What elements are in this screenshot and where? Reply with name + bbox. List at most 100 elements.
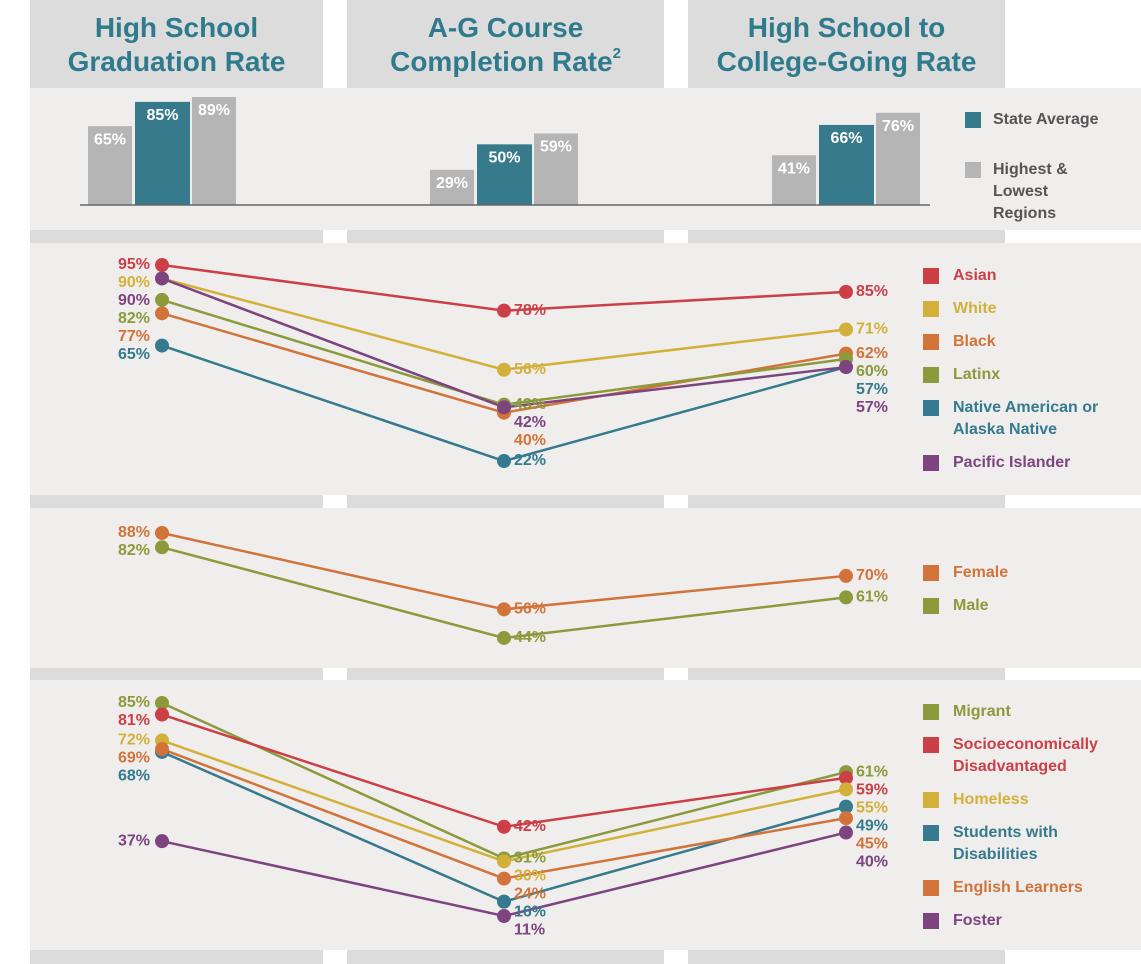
legend-label: White xyxy=(953,300,997,317)
data-point xyxy=(497,871,511,886)
data-point xyxy=(839,568,853,583)
legend-label: Latinx xyxy=(953,366,1000,383)
legend-label: Black xyxy=(953,333,996,350)
bar-label: 59% xyxy=(540,139,572,156)
data-label: 37% xyxy=(118,832,150,849)
data-label: 61% xyxy=(856,763,888,780)
legend-label: Male xyxy=(953,597,989,614)
legend-label: Asian xyxy=(953,267,997,284)
data-label: 42% xyxy=(514,414,546,431)
data-label: 45% xyxy=(856,835,888,852)
text-line: Highest & xyxy=(993,161,1068,178)
data-point xyxy=(497,303,511,318)
data-label: 71% xyxy=(856,321,888,338)
data-label: 88% xyxy=(118,524,150,541)
text-line: Male xyxy=(953,597,989,614)
legend-label: Migrant xyxy=(953,703,1011,720)
data-point xyxy=(497,400,511,415)
data-label: 78% xyxy=(514,302,546,319)
bar-label: 50% xyxy=(488,150,520,167)
data-label: 11% xyxy=(514,922,545,939)
legend-swatch xyxy=(923,913,939,929)
text-line: Foster xyxy=(953,912,1002,929)
data-point xyxy=(839,770,853,785)
data-label: 85% xyxy=(118,694,150,711)
text-line: Lowest xyxy=(993,183,1049,200)
data-label: 90% xyxy=(118,292,150,309)
bar xyxy=(534,133,578,205)
data-label: 72% xyxy=(118,732,150,749)
legend-label: Native American or Alaska Native xyxy=(953,399,1098,438)
column-title: A-G Course xyxy=(428,12,584,43)
bar-label: 41% xyxy=(778,160,810,177)
data-label: 42% xyxy=(514,818,546,835)
text-line: Students with xyxy=(953,824,1058,841)
data-point xyxy=(155,695,169,710)
text-line: Native American or xyxy=(953,399,1098,416)
text-line: English Learners xyxy=(953,879,1083,896)
legend-swatch xyxy=(923,400,939,416)
legend-swatch xyxy=(923,334,939,350)
legend-label: Female xyxy=(953,564,1008,581)
text-line: Pacific Islander xyxy=(953,454,1070,471)
column-title: High School to xyxy=(748,12,946,43)
bar xyxy=(876,112,920,205)
data-label: 70% xyxy=(856,567,888,584)
data-point xyxy=(839,284,853,299)
data-point xyxy=(155,707,169,722)
data-label: 40% xyxy=(856,853,888,870)
data-label: 69% xyxy=(118,750,150,767)
text-line: State Average xyxy=(993,111,1099,128)
legend-swatch xyxy=(965,112,981,128)
data-point xyxy=(497,362,511,377)
data-label: 55% xyxy=(856,799,888,816)
data-point xyxy=(839,825,853,840)
data-label: 68% xyxy=(118,768,150,785)
text-line: Regions xyxy=(993,205,1056,222)
legend-swatch xyxy=(923,455,939,471)
data-point xyxy=(155,258,169,273)
text-line: Black xyxy=(953,333,996,350)
data-label: 77% xyxy=(118,328,150,345)
data-label: 49% xyxy=(856,817,888,834)
data-label: 82% xyxy=(118,310,150,327)
data-label: 56% xyxy=(514,361,546,378)
data-point xyxy=(839,811,853,826)
column-title-line: Graduation Rate xyxy=(68,46,286,77)
column-title-line: College-Going Rate xyxy=(717,46,977,77)
data-point xyxy=(839,782,853,797)
legend-swatch xyxy=(923,737,939,753)
data-label: 90% xyxy=(118,274,150,291)
bar xyxy=(772,155,816,205)
legend-swatch xyxy=(923,367,939,383)
data-label: 59% xyxy=(856,781,888,798)
data-label: 44% xyxy=(514,629,546,646)
text-line: White xyxy=(953,300,997,317)
legend-swatch xyxy=(965,162,981,178)
legend-swatch xyxy=(923,301,939,317)
text-line: Female xyxy=(953,564,1008,581)
legend-swatch xyxy=(923,598,939,614)
column-title-line: Completion Rate xyxy=(390,46,612,77)
data-point xyxy=(839,799,853,814)
text-line: Disadvantaged xyxy=(953,758,1067,775)
bar xyxy=(88,126,132,205)
data-point xyxy=(497,630,511,645)
data-point xyxy=(155,306,169,321)
data-point xyxy=(155,338,169,353)
data-label: 57% xyxy=(856,381,888,398)
legend-swatch xyxy=(923,792,939,808)
text-line: Disabilities xyxy=(953,846,1038,863)
legend-swatch xyxy=(923,268,939,284)
data-label: 56% xyxy=(514,601,546,618)
data-point xyxy=(839,322,853,337)
data-point xyxy=(497,854,511,869)
legend-label: Pacific Islander xyxy=(953,454,1070,471)
data-label: 43% xyxy=(514,396,546,413)
data-label: 81% xyxy=(118,712,150,729)
panel xyxy=(30,243,1141,495)
footnote-mark: 2 xyxy=(613,45,621,62)
panel xyxy=(30,508,1141,668)
column-title-line: High School to xyxy=(748,12,946,43)
